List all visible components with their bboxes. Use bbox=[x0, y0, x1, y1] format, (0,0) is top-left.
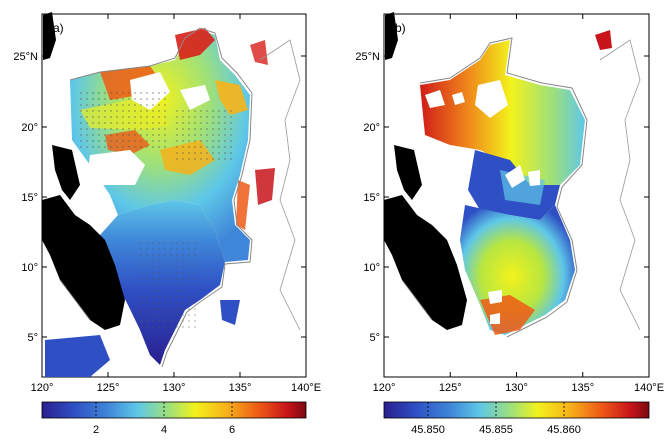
panel-b-colorbar-label: 45.855 bbox=[479, 424, 513, 436]
panel-a-land-luzon bbox=[52, 145, 80, 200]
panel-a-label: (a) bbox=[49, 21, 64, 35]
panel-b-label: (b) bbox=[391, 21, 406, 35]
panel-b-lon-label: 140°E bbox=[634, 382, 664, 394]
panel-a-lon-label: 130° bbox=[163, 382, 186, 394]
panel-a-lat-label: 25°N bbox=[13, 51, 38, 63]
panel-a-colorbar-label: 6 bbox=[229, 424, 235, 436]
panel-b: 25°N 20° 15° 10° 5° 120° 125° 130° 135° 140°E (b)… bbox=[355, 12, 664, 436]
panel-b-data-north bbox=[420, 40, 585, 185]
panel-a-hotspot bbox=[236, 180, 250, 230]
panel-b-gap bbox=[505, 165, 525, 188]
panel-b-gap bbox=[452, 92, 465, 105]
panel-a-hotspot bbox=[175, 28, 215, 60]
panel-b-lon-label: 120° bbox=[373, 382, 396, 394]
panel-b-land-taiwan bbox=[385, 12, 398, 60]
panel-a-hotspot bbox=[255, 168, 275, 205]
panel-b-gap bbox=[528, 170, 540, 186]
panel-b-lat-label: 5° bbox=[369, 332, 380, 344]
panel-a-land-taiwan bbox=[43, 12, 56, 60]
panel-a-lon-label: 125° bbox=[97, 382, 120, 394]
panel-a-stipple bbox=[175, 110, 235, 160]
panel-a-lon-label: 140°E bbox=[291, 382, 321, 394]
panel-b-lon-label: 130° bbox=[505, 382, 528, 394]
panel-b-lon-label: 135° bbox=[571, 382, 594, 394]
panel-a-colorbar-label: 2 bbox=[93, 424, 99, 436]
panel-b-lat-label: 15° bbox=[363, 192, 380, 204]
panel-b-land-island bbox=[400, 230, 414, 250]
panel-b-land-philippines bbox=[384, 195, 467, 330]
panel-a-gap bbox=[180, 85, 210, 110]
panel-a-stipple bbox=[140, 240, 200, 330]
panel-a-contour bbox=[59, 27, 253, 368]
panel-b-colorbar-label: 45.860 bbox=[547, 424, 581, 436]
panel-a-colorbar bbox=[41, 401, 307, 419]
panel-a-lat-label: 20° bbox=[21, 122, 38, 134]
panel-a: 25°N 20° 15° 10° 5° 120° 125° 130° 135° 140°E (a)… bbox=[13, 12, 321, 436]
panel-a-data-southwest bbox=[45, 335, 110, 377]
panel-b-land-island bbox=[427, 282, 440, 302]
panel-b-contour bbox=[599, 39, 641, 331]
panel-b-gap bbox=[425, 90, 445, 108]
panel-a-lat-label: 10° bbox=[21, 262, 38, 274]
panel-a-hotspot bbox=[215, 80, 248, 115]
panel-b-gap bbox=[488, 290, 502, 304]
panel-a-land-philippines bbox=[42, 195, 125, 330]
panel-b-northeast-spot bbox=[595, 30, 612, 50]
panel-a-hotspot bbox=[250, 40, 268, 65]
panel-a-lon-label: 135° bbox=[229, 382, 252, 394]
panel-b-colorbar bbox=[383, 401, 650, 419]
panel-a-lat-label: 15° bbox=[21, 192, 38, 204]
panel-b-gap bbox=[490, 313, 500, 324]
panel-b-contour bbox=[401, 37, 588, 338]
panel-b-lat-label: 20° bbox=[363, 122, 380, 134]
panel-a-stipple bbox=[80, 90, 170, 150]
panel-a-contour bbox=[259, 39, 301, 331]
panel-a-land-island bbox=[85, 282, 98, 302]
panel-b-lat-label: 25°N bbox=[355, 51, 380, 63]
panel-b-lat-label: 10° bbox=[363, 262, 380, 274]
panel-a-data-south-pocket bbox=[220, 300, 240, 325]
panel-b-south-warm bbox=[480, 295, 535, 335]
panel-b-colorbar-label: 45.850 bbox=[411, 424, 445, 436]
panel-a-colorbar-label: 4 bbox=[161, 424, 167, 436]
panel-b-land-luzon bbox=[394, 145, 422, 200]
panel-b-lon-label: 125° bbox=[439, 382, 462, 394]
panel-b-gap bbox=[475, 80, 508, 118]
panel-a-lon-label: 120° bbox=[31, 382, 54, 394]
panel-a-lat-label: 5° bbox=[27, 332, 38, 344]
panel-a-land-island bbox=[58, 230, 72, 250]
panel-a-gap bbox=[88, 150, 145, 185]
